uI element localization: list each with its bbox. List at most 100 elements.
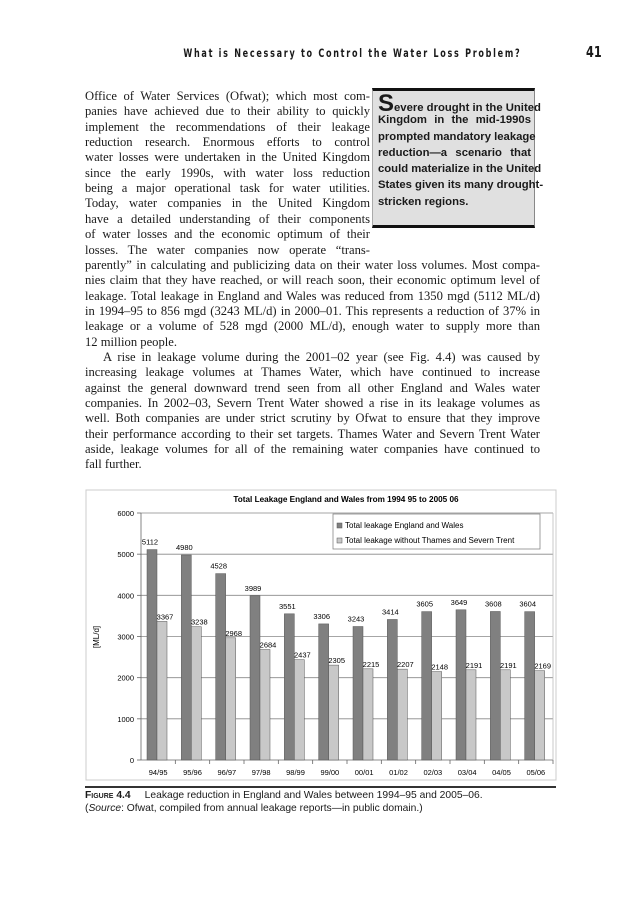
legend-label-total: Total leakage England and Wales — [345, 521, 463, 530]
bar-total — [318, 623, 329, 761]
bar-without-thames-severn — [431, 671, 442, 761]
data-label: 3238 — [191, 618, 208, 627]
text-line: being a major operational task for water… — [85, 181, 370, 196]
text-line: since the early 1990s, with water loss r… — [85, 165, 370, 180]
sidebar-line: could materialize in the United — [378, 163, 542, 176]
text-line: well. Both companies are under strict sc… — [85, 411, 540, 426]
bar-without-thames-severn — [534, 670, 545, 761]
legend-label-without: Total leakage without Thames and Severn … — [345, 536, 515, 545]
x-tick-label: 97/98 — [252, 768, 271, 777]
sidebar-line: States given its many drought- — [378, 179, 544, 192]
text-line: leakage or a volume of 528 mgd (2000 ML/… — [85, 319, 540, 334]
caption-text: Leakage reduction in England and Wales b… — [144, 790, 483, 801]
text-line: against the general downward trend seen … — [85, 380, 540, 395]
data-label: 4528 — [210, 562, 227, 571]
sidebar-line: stricken regions. — [378, 195, 469, 208]
page-number: 41 — [586, 43, 602, 61]
x-tick-label: 02/03 — [423, 768, 442, 777]
text-line: reduction research. Enormous efforts to … — [85, 135, 370, 150]
y-tick-label: 4000 — [117, 591, 134, 600]
bar-without-thames-severn — [156, 621, 168, 761]
data-label: 3367 — [157, 612, 174, 621]
data-label: 4980 — [176, 543, 193, 552]
caption-rule — [85, 786, 556, 788]
sidebar-line: reduction—a scenario that — [378, 146, 531, 159]
bar-total — [455, 609, 467, 761]
data-label: 2968 — [225, 629, 242, 638]
text-line: panies have achieved due to their abilit… — [85, 104, 370, 119]
text-line: their performance according to their set… — [85, 426, 540, 441]
bar-total — [181, 554, 192, 761]
text-line: have a detailed understanding of their c… — [85, 211, 370, 226]
text-line: Office of Water Services (Ofwat); which … — [85, 89, 370, 103]
data-label: 2305 — [328, 656, 345, 665]
bar-total — [421, 611, 432, 761]
text-line: companies. In 2002–03, Severn Trent Wate… — [85, 396, 540, 410]
x-tick-label: 95/96 — [183, 768, 202, 777]
bar-without-thames-severn — [328, 664, 339, 761]
y-tick-label: 0 — [130, 756, 134, 765]
text-line: Today, water companies in the United Kin… — [85, 196, 370, 211]
sidebar-line: Severe drought in the United — [378, 90, 541, 117]
bar-total — [146, 549, 158, 761]
x-tick-label: 94/95 — [149, 768, 168, 777]
running-title: What is Necessary to Control the Water L… — [182, 46, 521, 60]
y-tick-label: 2000 — [117, 674, 134, 683]
drop-cap: S — [378, 90, 395, 117]
x-tick-label: 04/05 — [492, 768, 511, 777]
legend-box — [332, 513, 541, 550]
text-line: water losses were undertaken in the Unit… — [85, 150, 370, 165]
data-label: 2215 — [363, 660, 380, 669]
data-label: 3989 — [245, 584, 262, 593]
figure-caption: Figure 4.4 Leakage reduction in England a… — [85, 790, 483, 814]
legend-swatch-without — [336, 537, 343, 544]
x-tick-label: 98/99 — [286, 768, 305, 777]
sidebar-line: prompted mandatory leakage — [378, 130, 536, 143]
chart-title: Total Leakage England and Wales from 199… — [233, 495, 459, 504]
y-axis-label: [ML/d] — [92, 626, 101, 648]
bar-without-thames-severn — [500, 669, 511, 761]
x-tick-label: 03/04 — [458, 768, 477, 777]
x-tick-label: 01/02 — [389, 768, 408, 777]
data-label: 2684 — [260, 641, 277, 650]
bar-total — [249, 595, 261, 761]
text-line: aside, leakage volumes for all of the re… — [85, 442, 540, 457]
text-line: nies claim that they have reached, or wi… — [85, 273, 540, 288]
text-line: in 1994–95 to 856 mgd (3243 ML/d) in 200… — [85, 303, 540, 318]
data-label: 2169 — [534, 662, 551, 671]
sidebar-callout: Severe drought in the United Kingdom in … — [372, 88, 544, 228]
text-line: leakage. Total leakage in England and Wa… — [85, 288, 540, 303]
bar-total — [524, 611, 535, 761]
text-line: fall further. — [85, 457, 142, 472]
bar-without-thames-severn — [294, 659, 305, 761]
bar-total — [490, 611, 501, 761]
legend-swatch-total — [336, 522, 343, 529]
y-tick-label: 6000 — [117, 509, 134, 518]
data-label: 3604 — [519, 600, 536, 609]
data-label: 2207 — [397, 660, 414, 669]
bar-without-thames-severn — [465, 669, 477, 761]
bar-total — [352, 626, 364, 761]
y-tick-label: 1000 — [117, 715, 134, 724]
data-label: 2437 — [294, 651, 311, 660]
y-tick-label: 3000 — [117, 633, 134, 642]
text-line: implement the recommendations of their l… — [85, 119, 370, 134]
source-label: Source — [88, 802, 122, 814]
bar-without-thames-severn — [362, 668, 374, 761]
legend: Total leakage England and Wales Total le… — [332, 513, 541, 550]
data-label: 3608 — [485, 599, 502, 608]
data-label: 3414 — [382, 607, 399, 616]
text-line: parently” in calculating and publicizing… — [85, 257, 540, 272]
text-line: increasing leakage volumes at Thames Wat… — [85, 365, 540, 380]
text-line: A rise in leakage volume during the 2001… — [103, 349, 540, 364]
text-line: of water losses and the economic optimum… — [85, 227, 370, 242]
y-tick-label: 5000 — [117, 550, 134, 559]
bar-without-thames-severn — [259, 649, 271, 761]
bar-total — [284, 613, 295, 761]
text-line: losses. The water companies now operate … — [85, 242, 370, 257]
data-label: 2191 — [466, 661, 483, 670]
data-label: 3605 — [416, 600, 433, 609]
figure-label: Figure 4.4 — [85, 790, 131, 801]
data-label: 3551 — [279, 602, 296, 611]
